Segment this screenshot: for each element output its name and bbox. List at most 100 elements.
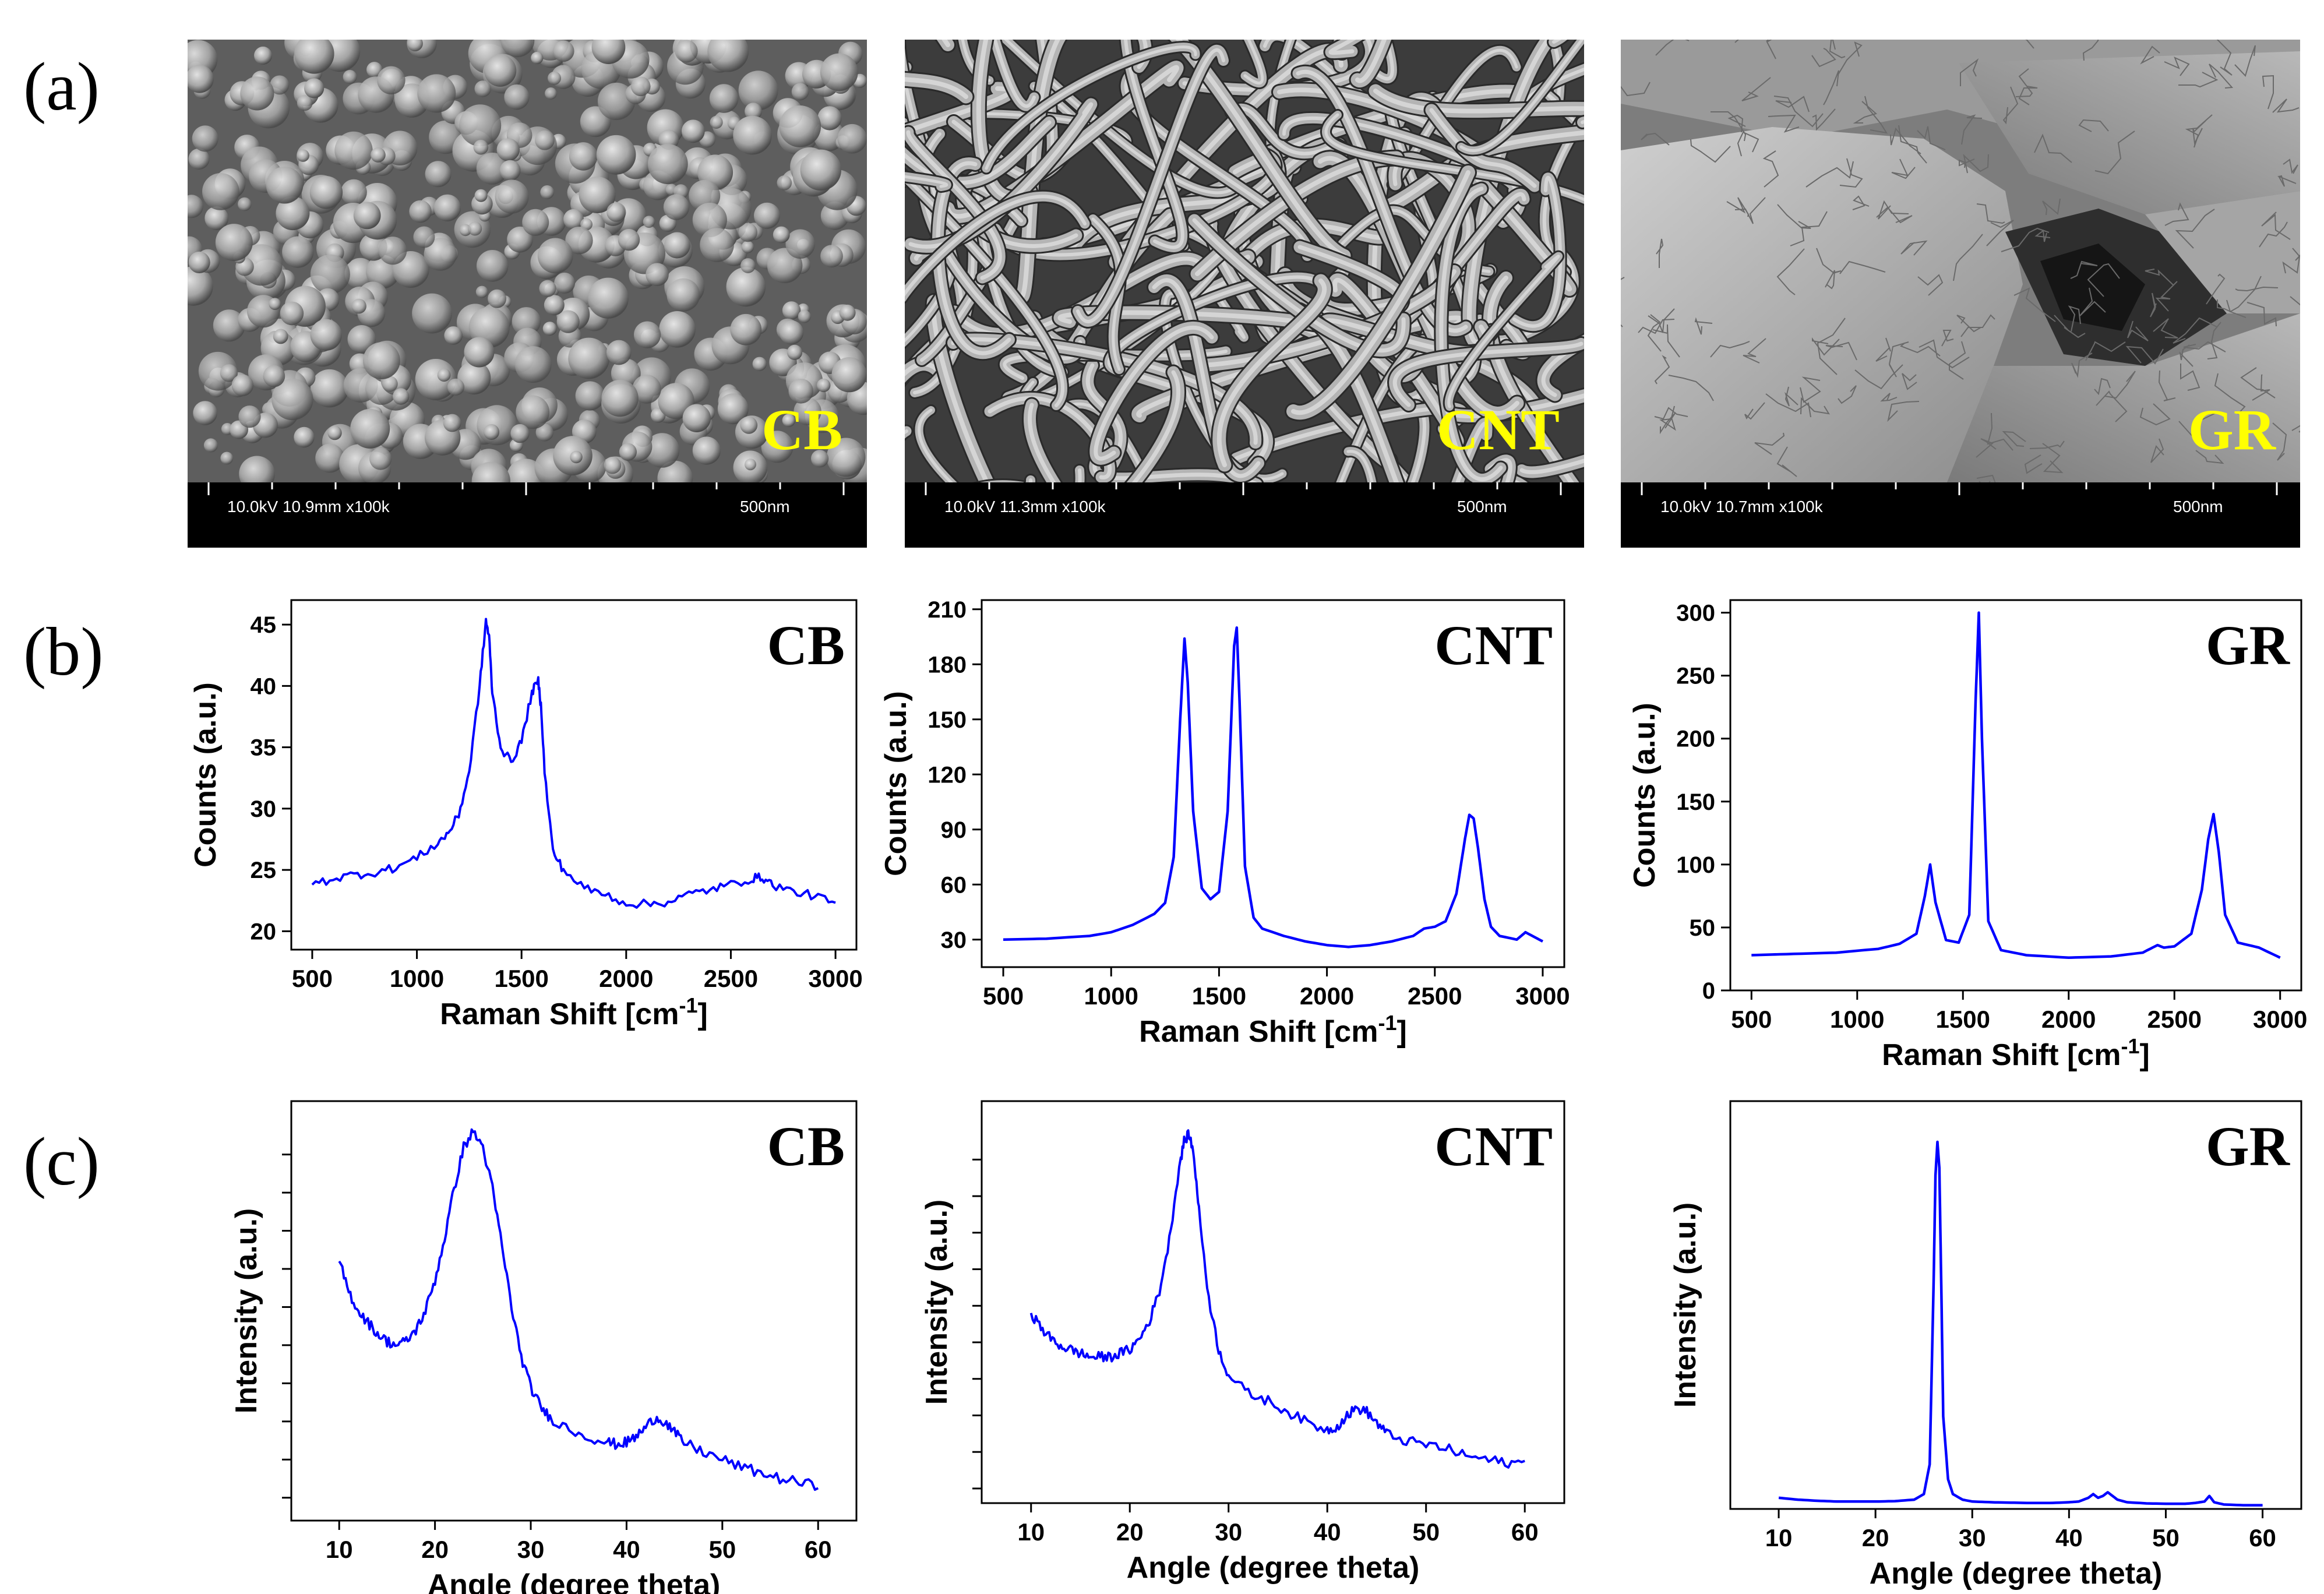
chart-sample-label: CNT	[1434, 614, 1553, 676]
sem-databar: 10.0kV 11.3mm x100k 500nm	[905, 482, 1584, 548]
x-tick-label: 20	[1862, 1524, 1889, 1551]
x-tick-label: 2500	[2147, 1006, 2202, 1033]
sem-label-gr: GR	[2188, 397, 2276, 462]
sem-scale-text: 500nm	[1457, 498, 1507, 516]
y-axis-label: Intensity (a.u.)	[230, 1208, 263, 1413]
series-line	[1778, 1140, 2263, 1507]
sem-databar: 10.0kV 10.9mm x100k 500nm	[188, 482, 867, 548]
sem-scale-ticks	[1641, 482, 2278, 495]
raman-chart-cnt: 500 1000 1500 2000 2500 3000 30 60 90 120 150 180 21…	[879, 597, 1570, 1049]
x-tick-label: 500	[292, 965, 333, 992]
panel-label-c: (c)	[23, 1123, 100, 1200]
y-tick-label: 120	[928, 762, 967, 788]
chart-sample-label: CNT	[1434, 1115, 1553, 1177]
plot-frame	[981, 1100, 1565, 1504]
x-tick-label: 10	[1017, 1518, 1045, 1546]
y-tick-label: 40	[251, 673, 277, 699]
chart-sample-label: GR	[2206, 614, 2291, 676]
chart-sample-label: GR	[2206, 1115, 2291, 1177]
x-tick-label: 60	[1511, 1518, 1539, 1546]
y-tick-label: 50	[1690, 915, 1716, 941]
sem-image-gr: 10.0kV 10.7mm x100k 500nm GR	[1621, 40, 2300, 548]
sem-label-cnt: CNT	[1436, 397, 1560, 462]
y-tick-label: 150	[1676, 789, 1715, 815]
y-tick-label: 250	[1676, 664, 1715, 689]
y-tick-label: 20	[251, 919, 277, 944]
y-tick-label: 300	[1676, 601, 1715, 626]
x-tick-label: 1500	[1936, 1006, 1990, 1033]
sem-scale-ticks	[207, 482, 845, 495]
y-tick-label: 180	[928, 652, 967, 678]
x-tick-label: 500	[983, 982, 1024, 1010]
x-tick-label: 20	[1116, 1518, 1144, 1546]
x-tick-label: 60	[805, 1536, 832, 1563]
x-tick-label: 3000	[1515, 982, 1570, 1010]
x-tick-label: 10	[1765, 1524, 1793, 1551]
series-line	[1029, 1129, 1525, 1469]
y-axis-label: Counts (a.u.)	[189, 682, 223, 867]
x-tick-label: 50	[708, 1536, 736, 1563]
x-tick-label: 30	[1215, 1518, 1242, 1546]
chart-sample-label: CB	[767, 1115, 845, 1177]
y-axis-label: Counts (a.u.)	[1628, 703, 1662, 888]
y-tick-label: 45	[251, 612, 277, 638]
y-tick-label: 100	[1676, 852, 1715, 878]
x-tick-label: 30	[1959, 1524, 1986, 1551]
chart-sample-label: CB	[767, 614, 845, 676]
sem-meta-text: 10.0kV 10.7mm x100k	[1660, 498, 1823, 516]
y-tick-label: 30	[251, 796, 277, 822]
xrd-chart-cnt: 10 20 30 40 50 60 CNT Angle (degree theta) Inten…	[920, 1100, 1565, 1585]
y-tick-label: 25	[251, 858, 277, 883]
plot-frame	[290, 1100, 858, 1522]
sem-label-cb: CB	[761, 397, 842, 462]
series-line	[1003, 626, 1544, 948]
x-tick-label: 2500	[704, 965, 758, 992]
y-tick-label: 35	[251, 735, 277, 761]
x-tick-label: 2500	[1408, 982, 1462, 1010]
x-tick-label: 2000	[2041, 1006, 2096, 1033]
sem-scale-text: 500nm	[740, 498, 790, 516]
x-tick-label: 10	[326, 1536, 353, 1563]
sem-meta-text: 10.0kV 10.9mm x100k	[227, 498, 390, 516]
sem-image-cb: 10.0kV 10.9mm x100k 500nm CB	[188, 40, 867, 548]
x-tick-label: 2000	[599, 965, 653, 992]
plot-frame	[1729, 1100, 2302, 1510]
y-axis-label: Counts (a.u.)	[879, 691, 913, 876]
x-tick-label: 1000	[1084, 982, 1138, 1010]
raman-chart-cb: 500 1000 1500 2000 2500 3000 20 25 30 35 40 45 CB Ram…	[189, 599, 863, 1031]
x-axis-label: Raman Shift [cm-1]	[1139, 1011, 1407, 1049]
x-tick-label: 1500	[494, 965, 548, 992]
sem-scale-ticks	[925, 482, 1562, 495]
x-tick-label: 30	[517, 1536, 545, 1563]
x-tick-label: 1500	[1192, 982, 1246, 1010]
raman-chart-gr: 500 1000 1500 2000 2500 3000 0 50 100 150 200 250 30…	[1628, 599, 2307, 1072]
x-axis-label: Angle (degree theta)	[428, 1568, 721, 1594]
y-tick-label: 210	[928, 597, 967, 623]
sem-scale-text: 500nm	[2173, 498, 2223, 516]
y-tick-label: 90	[941, 817, 967, 843]
y-tick-label: 150	[928, 707, 967, 733]
x-tick-label: 40	[2055, 1524, 2083, 1551]
series-line	[338, 1128, 819, 1491]
xrd-chart-cb: 10 20 30 40 50 60 CB Angle (degree theta) Intens…	[230, 1100, 858, 1594]
x-tick-label: 50	[2152, 1524, 2180, 1551]
y-axis-label: Intensity (a.u.)	[920, 1200, 954, 1405]
x-tick-label: 500	[1731, 1006, 1772, 1033]
panel-label-a: (a)	[23, 48, 100, 125]
y-tick-label: 200	[1676, 727, 1715, 752]
y-tick-label: 60	[941, 872, 967, 898]
y-tick-label: 0	[1702, 978, 1715, 1004]
x-tick-label: 3000	[808, 965, 862, 992]
plot-frame	[1729, 599, 2302, 992]
x-axis-label: Angle (degree theta)	[1127, 1551, 1420, 1585]
x-axis-label: Raman Shift [cm-1]	[440, 993, 708, 1031]
x-tick-label: 3000	[2253, 1006, 2307, 1033]
sem-databar: 10.0kV 10.7mm x100k 500nm	[1621, 482, 2300, 548]
sem-texture-gr	[1621, 40, 2300, 482]
sem-texture-cb	[188, 40, 867, 482]
x-tick-label: 50	[1412, 1518, 1440, 1546]
x-tick-label: 40	[613, 1536, 640, 1563]
x-tick-label: 1000	[1830, 1006, 1884, 1033]
x-axis-label: Raman Shift [cm-1]	[1882, 1034, 2150, 1072]
xrd-chart-gr: 10 20 30 40 50 60 GR Angle (degree theta) Intens…	[1669, 1100, 2302, 1591]
